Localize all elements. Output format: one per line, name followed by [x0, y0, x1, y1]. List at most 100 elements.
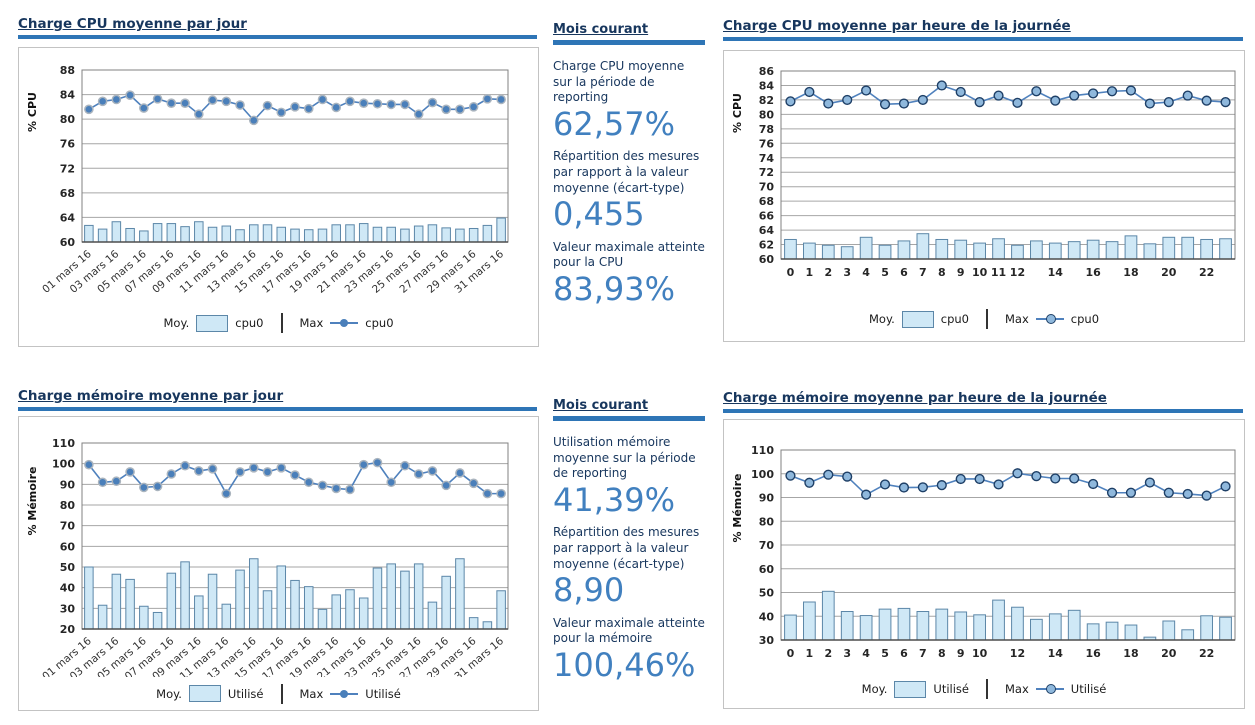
marker	[442, 482, 450, 489]
y-tick-label: 50	[759, 587, 775, 600]
bar	[1124, 624, 1138, 641]
marker	[277, 464, 285, 472]
plot-border	[81, 69, 509, 243]
marker	[470, 103, 477, 111]
x-tick-label: 7	[919, 647, 927, 660]
bar	[235, 569, 245, 630]
marker	[1220, 481, 1231, 492]
marker	[823, 469, 834, 480]
bar	[139, 230, 149, 243]
bar	[152, 611, 163, 630]
marker	[1201, 490, 1212, 501]
x-tick-label: 14	[1048, 647, 1064, 660]
marker	[195, 467, 203, 475]
marker	[861, 489, 872, 500]
x-tick-label: 9	[957, 647, 965, 660]
x-tick-label: 4	[862, 647, 870, 660]
marker	[917, 94, 928, 106]
bar	[496, 590, 506, 630]
y-tick-label: 90	[759, 492, 775, 505]
mem-daily-legend: Moy. Utilisé Max Utilisé	[19, 677, 538, 710]
x-tick-label: 5	[881, 647, 889, 660]
marker	[236, 468, 244, 476]
marker	[85, 106, 93, 113]
line-series	[785, 468, 1231, 501]
x-tick-label: 18	[1123, 647, 1138, 660]
marker	[332, 485, 340, 492]
y-tick-label: 100	[52, 458, 75, 471]
bar	[878, 608, 892, 641]
legend-divider	[280, 683, 283, 704]
marker	[264, 102, 271, 109]
marker	[113, 477, 120, 485]
mem-daily-title: Charge mémoire moyenne par jour	[18, 388, 537, 404]
bar	[221, 225, 232, 243]
bar	[180, 226, 190, 243]
bar	[194, 595, 204, 630]
bar	[303, 586, 314, 630]
bar	[496, 217, 506, 243]
marker	[1031, 471, 1042, 482]
cpu-daily-title: Charge CPU moyenne par jour	[18, 16, 537, 32]
line-series	[84, 457, 506, 499]
bar-swatch-icon	[188, 685, 221, 702]
legend-max-label: Max	[299, 686, 324, 701]
x-tick-label: 20	[1161, 266, 1177, 279]
x-tick-label: 6	[900, 647, 908, 660]
marker	[1012, 97, 1023, 108]
y-tick-label: 88	[60, 64, 75, 77]
marker	[401, 101, 409, 108]
marker	[319, 96, 326, 103]
marker	[955, 86, 966, 98]
marker	[861, 85, 872, 96]
y-tick-label: 78	[759, 123, 774, 136]
bar	[1048, 242, 1062, 260]
stat-label: Répartition des mesures par rapport à la…	[553, 149, 700, 195]
stat-value: 83,93%	[553, 269, 676, 308]
marker	[374, 100, 381, 108]
marker	[346, 98, 354, 105]
bar	[878, 244, 892, 260]
legend-avg-label: Moy.	[156, 686, 182, 701]
bar	[249, 558, 259, 630]
marker	[898, 482, 910, 493]
marker	[804, 86, 815, 98]
y-axis-label: % Mémoire	[26, 467, 39, 536]
mem-hourly-chart-frame: 30 40 50 60 70 80 90 100 110 0 1 2 3 4 5 6 7 8 9 10 12 14 16 18…	[723, 419, 1245, 709]
x-tick-label: 10	[972, 647, 988, 660]
y-tick-label: 64	[759, 224, 775, 237]
bar	[784, 614, 797, 641]
marker	[85, 461, 93, 468]
x-tick-label: 14	[1048, 266, 1064, 279]
bar	[413, 225, 424, 243]
marker	[168, 470, 175, 478]
marker	[140, 104, 148, 112]
bar	[1048, 613, 1062, 641]
legend-avg-series: cpu0	[235, 316, 264, 330]
x-tick-label: 9	[957, 266, 965, 279]
marker	[429, 467, 436, 475]
marker	[470, 480, 477, 487]
marker	[456, 106, 464, 113]
legend-avg-series: Utilisé	[227, 686, 264, 701]
bar	[859, 615, 873, 641]
bar	[372, 226, 383, 243]
x-tick-label: 8	[938, 266, 946, 279]
bar	[803, 242, 816, 260]
mem-hourly-title: Charge mémoire moyenne par heure de la j…	[723, 390, 1243, 406]
y-tick-label: 110	[751, 444, 774, 457]
mem-daily-title-rule	[18, 407, 537, 411]
marker	[1106, 86, 1118, 97]
bar	[1067, 241, 1081, 260]
bar	[249, 224, 259, 243]
bar-swatch-icon	[901, 310, 934, 328]
marker	[936, 480, 947, 491]
marker	[993, 479, 1004, 490]
x-tick-label: 0	[787, 266, 795, 279]
bar	[139, 605, 149, 630]
mem-hourly-legend: Moy. Utilisé Max Utilisé	[724, 670, 1244, 708]
marker	[955, 473, 966, 485]
y-tick-label: 66	[759, 210, 775, 223]
marker	[1088, 478, 1099, 490]
